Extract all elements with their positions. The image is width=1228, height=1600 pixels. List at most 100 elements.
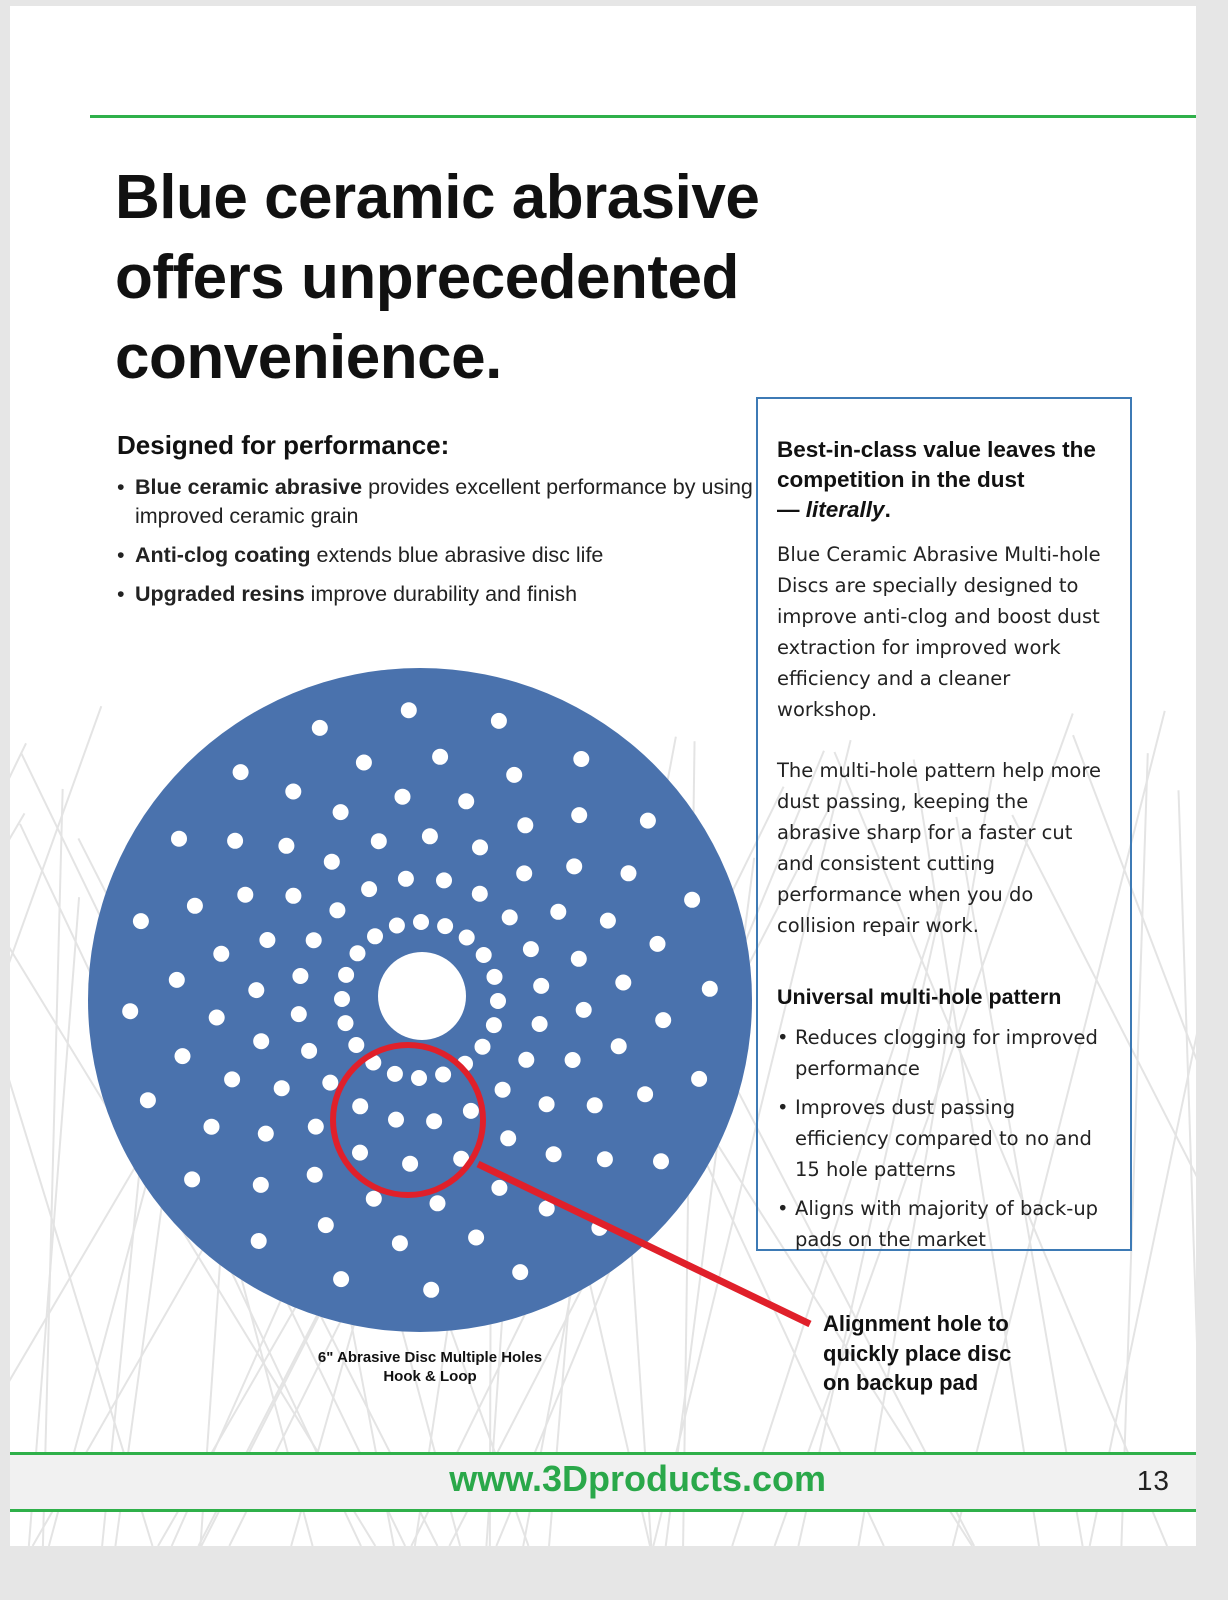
disc-hole bbox=[599, 912, 616, 929]
disc-hole bbox=[386, 1065, 403, 1082]
website-link[interactable]: www.3Dproducts.com bbox=[449, 1458, 826, 1499]
disc-hole bbox=[691, 1070, 708, 1087]
disc-hole bbox=[701, 980, 718, 997]
disc-hole bbox=[421, 828, 438, 845]
disc-hole bbox=[458, 793, 475, 810]
disc-hole bbox=[518, 1051, 535, 1068]
disc-hole bbox=[305, 932, 322, 949]
disc-hole bbox=[533, 977, 550, 994]
disc-hole bbox=[566, 858, 583, 875]
disc-hole bbox=[208, 1009, 225, 1026]
mesh-line bbox=[41, 788, 64, 1546]
disc-hole bbox=[348, 1037, 365, 1053]
mesh-line bbox=[1177, 790, 1196, 1343]
disc-hole bbox=[352, 1144, 368, 1161]
disc-hole bbox=[436, 872, 452, 889]
mesh-line bbox=[10, 1079, 154, 1546]
center-hole bbox=[378, 952, 466, 1040]
performance-section: Designed for performance: Blue ceramic a… bbox=[117, 430, 757, 619]
performance-list: Blue ceramic abrasive provides excellent… bbox=[117, 473, 757, 609]
disc-hole bbox=[400, 702, 417, 719]
disc-hole bbox=[252, 1176, 269, 1193]
disc-hole bbox=[257, 1125, 274, 1142]
alignment-callout: Alignment hole to quickly place disc on … bbox=[823, 1309, 1011, 1398]
disc-hole bbox=[259, 932, 276, 948]
footer-band: www.3Dproducts.com 13 bbox=[10, 1452, 1196, 1512]
value-box: Best-in-class value leaves the competiti… bbox=[756, 397, 1132, 1251]
disc-hole bbox=[397, 870, 414, 887]
disc-hole bbox=[203, 1118, 220, 1135]
mesh-line bbox=[27, 897, 81, 1546]
value-paragraph-2: The multi-hole pattern help more dust pa… bbox=[777, 759, 1101, 937]
disc-hole bbox=[213, 945, 230, 962]
disc-hole bbox=[361, 881, 378, 898]
value-heading: Best-in-class value leaves the competiti… bbox=[777, 435, 1112, 525]
disc-caption: 6" Abrasive Disc Multiple Holes Hook & L… bbox=[270, 1348, 590, 1386]
disc-hole bbox=[655, 1012, 672, 1029]
disc-hole bbox=[653, 1153, 669, 1170]
disc-hole bbox=[475, 947, 492, 963]
disc-holes bbox=[122, 702, 718, 1298]
disc-hole bbox=[571, 807, 588, 824]
disc-hole bbox=[550, 903, 567, 920]
item-text: extends blue abrasive disc life bbox=[310, 543, 604, 567]
disc-hole bbox=[388, 917, 405, 934]
disc-hole bbox=[352, 1098, 369, 1115]
item-bold: Upgraded resins bbox=[135, 582, 305, 606]
disc-hole bbox=[307, 1118, 324, 1135]
disc-hole bbox=[174, 1048, 191, 1065]
disc-hole bbox=[388, 1111, 404, 1128]
disc-hole bbox=[402, 1155, 419, 1172]
disc-hole bbox=[458, 929, 475, 946]
disc-hole bbox=[139, 1092, 156, 1109]
value-heading-text: Best-in-class value leaves the competiti… bbox=[777, 437, 1096, 492]
value-paragraph-1: Blue Ceramic Abrasive Multi-hole Discs a… bbox=[777, 543, 1101, 721]
disc-hole bbox=[538, 1096, 555, 1113]
item-text: improve durability and finish bbox=[304, 582, 578, 606]
disc-hole bbox=[596, 1151, 613, 1168]
page-title: Blue ceramic abrasive offers unprecedent… bbox=[115, 158, 875, 398]
disc-hole bbox=[337, 1015, 354, 1032]
pattern-heading: Universal multi-hole pattern bbox=[777, 985, 1062, 1009]
disc-hole bbox=[435, 1066, 452, 1083]
disc-hole bbox=[334, 991, 350, 1007]
disc-hole bbox=[290, 1006, 307, 1023]
disc-hole bbox=[168, 971, 185, 988]
disc-hole bbox=[620, 865, 637, 882]
page-title-text: Blue ceramic abrasive offers unprecedent… bbox=[115, 163, 760, 392]
disc-hole bbox=[516, 865, 533, 882]
disc-hole bbox=[278, 837, 295, 854]
disc-hole bbox=[171, 830, 187, 847]
disc-hole bbox=[637, 1086, 654, 1103]
callout-line-text: on backup pad bbox=[823, 1370, 979, 1395]
disc-hole bbox=[570, 950, 587, 967]
heading-end: . bbox=[884, 497, 891, 522]
disc-hole bbox=[367, 928, 383, 945]
disc-hole bbox=[306, 1166, 323, 1183]
disc-hole bbox=[429, 1195, 446, 1212]
list-item: Blue ceramic abrasive provides excellent… bbox=[117, 473, 757, 531]
disc-hole bbox=[472, 839, 488, 856]
callout-line-text: Alignment hole to bbox=[823, 1311, 1009, 1336]
disc-hole bbox=[132, 913, 149, 930]
disc-hole bbox=[490, 993, 506, 1009]
disc-hole bbox=[365, 1190, 382, 1207]
disc-hole bbox=[394, 788, 411, 805]
disc-hole bbox=[575, 1001, 592, 1018]
disc-hole bbox=[485, 1017, 502, 1034]
list-item: Reduces clogging for improved performanc… bbox=[777, 1022, 1112, 1084]
disc-hole bbox=[253, 1033, 270, 1050]
disc-hole bbox=[610, 1038, 627, 1055]
disc-hole bbox=[338, 966, 355, 983]
disc-hole bbox=[184, 1171, 201, 1188]
disc-hole bbox=[370, 833, 387, 850]
caption-line: 6" Abrasive Disc Multiple Holes bbox=[317, 1349, 543, 1366]
pattern-list: Reduces clogging for improved performanc… bbox=[777, 1022, 1112, 1255]
disc-hole bbox=[391, 1235, 408, 1252]
disc-hole bbox=[494, 1081, 511, 1098]
disc-hole bbox=[501, 909, 518, 926]
disc-hole bbox=[500, 1130, 517, 1147]
disc-hole bbox=[506, 766, 523, 783]
disc-hole bbox=[490, 712, 507, 729]
disc-hole bbox=[564, 1052, 581, 1068]
